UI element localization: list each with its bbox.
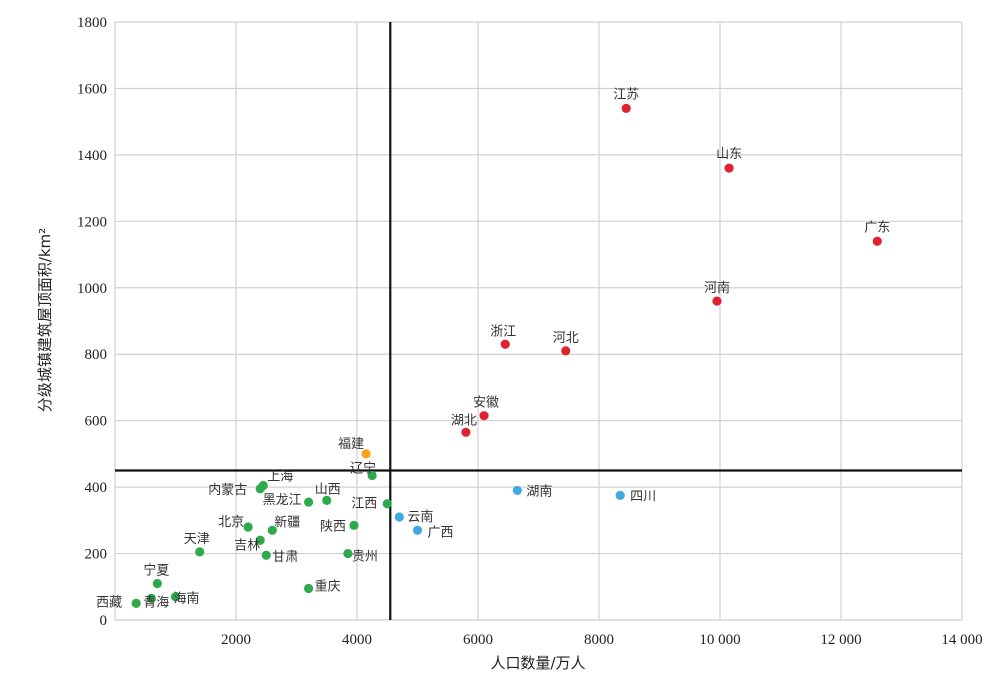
data-points	[131, 103, 882, 608]
point-label: 江苏	[613, 86, 639, 102]
y-tick-label: 1200	[77, 214, 107, 230]
data-point	[382, 499, 392, 509]
data-point	[361, 449, 371, 459]
point-label: 贵州	[352, 550, 378, 565]
reference-lines	[115, 22, 962, 620]
point-label: 西藏	[96, 595, 122, 610]
point-label: 宁夏	[143, 562, 169, 578]
x-tick-labels: 2000 4000 6000 8000 10 000 12 000 14 000	[221, 632, 983, 648]
data-point	[512, 485, 522, 496]
data-point	[479, 411, 489, 421]
data-point	[243, 522, 253, 532]
data-point	[170, 592, 181, 602]
point-label: 甘肃	[272, 550, 298, 565]
point-label: 山东	[716, 147, 742, 162]
data-point	[724, 163, 734, 173]
y-axis-title: 分级城镇建筑屋顶面积/km²	[36, 228, 54, 412]
point-label: 广东	[864, 220, 890, 235]
point-label: 上海	[267, 469, 293, 484]
point-label: 广西	[428, 525, 454, 540]
point-label: 青海	[143, 595, 169, 610]
point-label: 河南	[704, 280, 730, 296]
y-tick-label: 1400	[77, 148, 107, 164]
data-point	[561, 346, 571, 356]
x-tick-label: 10 000	[699, 632, 740, 648]
point-label: 辽宁	[350, 460, 376, 476]
y-tick-label: 600	[85, 414, 108, 430]
x-tick-label: 12 000	[820, 632, 861, 648]
point-label: 新疆	[274, 514, 300, 530]
data-point	[615, 490, 625, 501]
point-label: 福建	[338, 437, 364, 452]
data-point	[267, 525, 277, 535]
data-point	[131, 598, 141, 608]
point-label: 云南	[407, 509, 433, 525]
y-tick-label: 400	[85, 480, 108, 496]
data-point	[146, 593, 156, 604]
x-tick-label: 2000	[221, 632, 251, 648]
y-tick-label: 1600	[77, 81, 107, 97]
data-point	[394, 512, 404, 522]
point-label: 山西	[315, 482, 341, 497]
axes	[114, 22, 962, 621]
data-point	[152, 578, 162, 589]
y-tick-labels: 0 200 400 600 800 1000 1200 1400 1600 1800	[77, 15, 107, 629]
point-label: 重庆	[315, 578, 341, 594]
data-point	[255, 484, 265, 494]
point-label: 陕西	[320, 519, 346, 534]
point-label: 江西	[351, 497, 377, 512]
x-axis-title: 人口数量/万人	[490, 654, 585, 672]
data-point	[255, 535, 265, 545]
data-point	[712, 296, 722, 306]
x-tick-label: 8000	[584, 632, 614, 648]
data-point	[261, 550, 271, 560]
data-point	[367, 470, 377, 481]
point-label: 四川	[630, 489, 656, 504]
data-point	[500, 339, 510, 349]
y-tick-label: 200	[85, 547, 108, 563]
data-point	[621, 103, 631, 113]
data-point	[304, 583, 314, 594]
point-label: 安徽	[473, 396, 499, 411]
data-point	[195, 547, 205, 557]
x-tick-label: 6000	[463, 632, 493, 648]
data-point	[322, 495, 332, 505]
data-point	[343, 548, 353, 559]
point-label: 海南	[174, 591, 200, 607]
x-tick-label: 4000	[342, 632, 372, 648]
point-label: 北京	[218, 515, 244, 530]
point-label: 内蒙古	[208, 482, 247, 498]
x-tick-label: 14 000	[941, 632, 982, 648]
point-label: 湖北	[451, 413, 477, 428]
y-tick-label: 1000	[77, 281, 107, 297]
data-point	[349, 520, 359, 530]
data-point	[412, 525, 423, 535]
point-label: 浙江	[490, 324, 516, 339]
point-label: 河北	[553, 331, 579, 346]
point-label: 湖南	[526, 483, 552, 499]
point-label: 天津	[184, 532, 210, 547]
point-label: 吉林	[234, 538, 260, 553]
point-label: 黑龙江	[263, 493, 302, 508]
y-tick-label: 1800	[77, 15, 107, 31]
data-point	[461, 427, 471, 437]
y-tick-label: 0	[100, 613, 108, 629]
data-point	[304, 497, 314, 507]
y-tick-label: 800	[85, 347, 108, 363]
data-point	[872, 236, 882, 246]
